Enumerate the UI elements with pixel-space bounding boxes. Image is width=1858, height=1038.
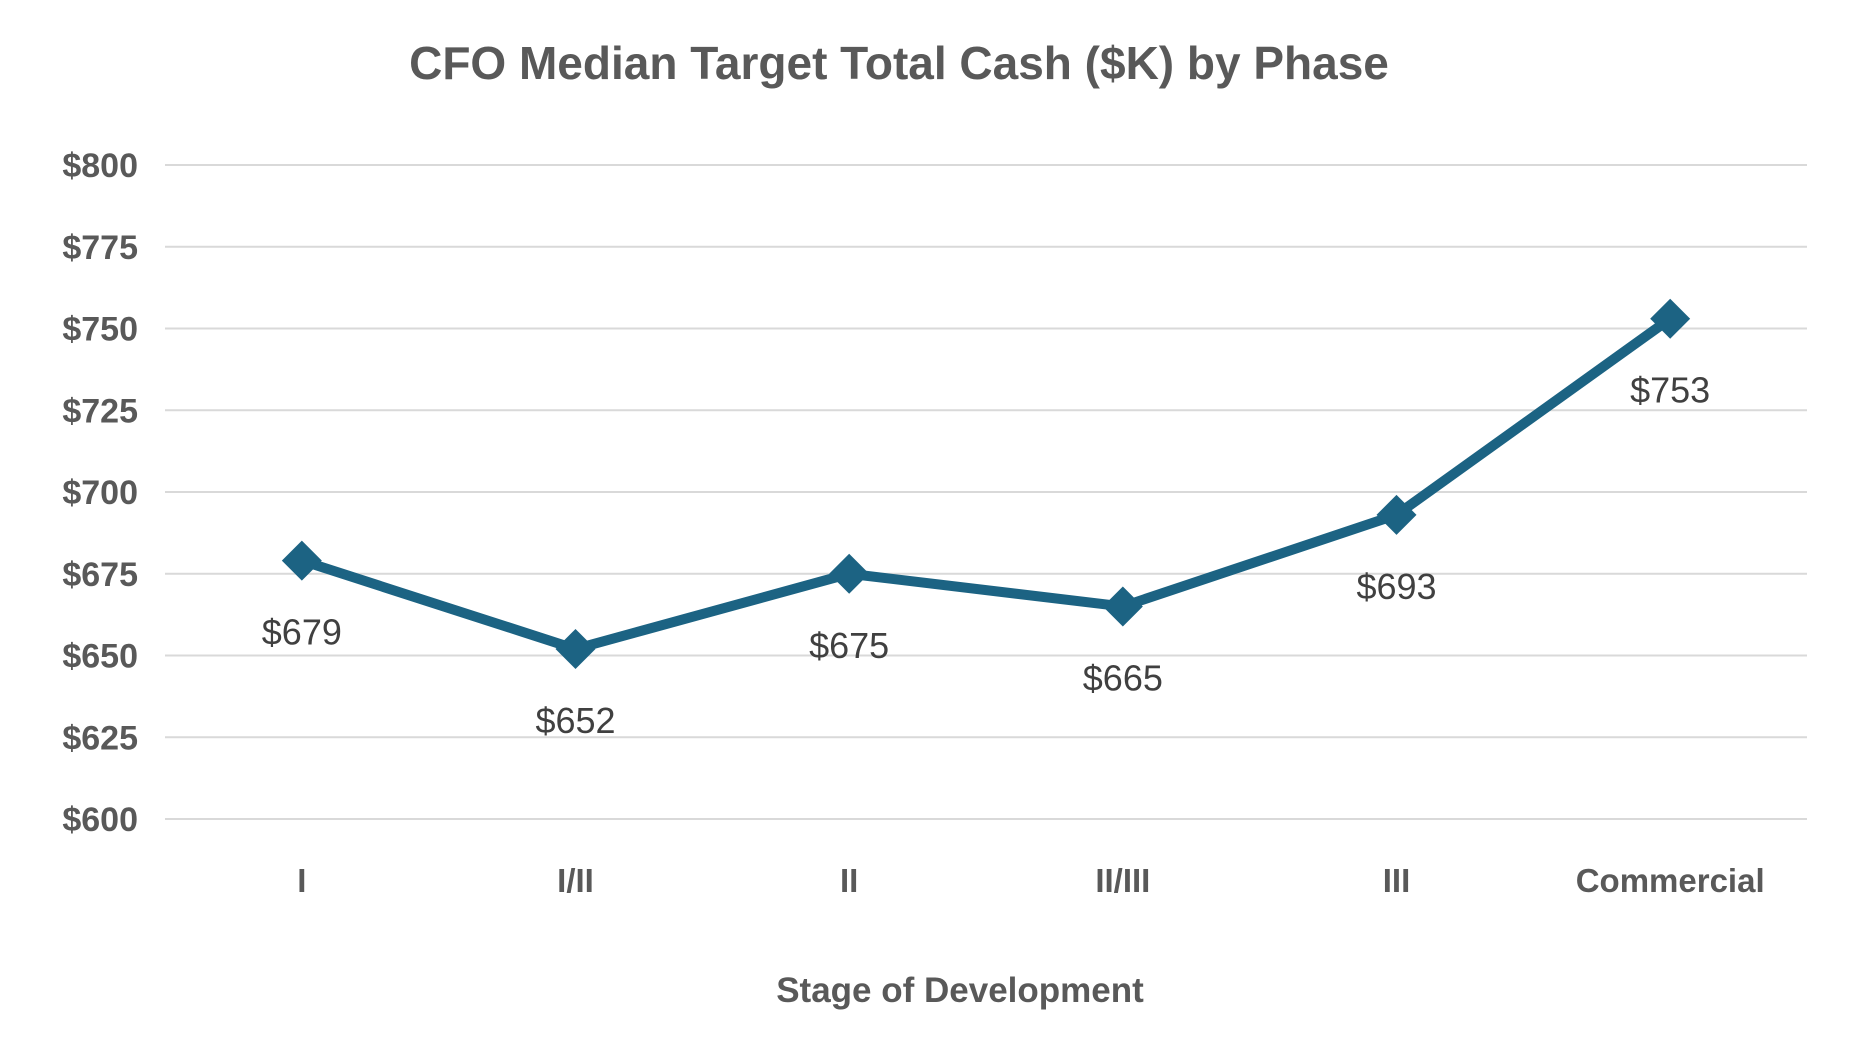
series-group xyxy=(281,298,1691,669)
data-point-marker xyxy=(555,628,596,669)
y-axis-tick-labels: $600 $625 $650 $675 $700 $725 $750 $775 $800 xyxy=(62,147,138,839)
y-axis-tick-label: $725 xyxy=(62,392,138,430)
y-axis-tick-label: $750 xyxy=(62,311,138,349)
x-axis-tick-label: II xyxy=(840,862,858,899)
y-axis-tick-label: $700 xyxy=(62,474,138,512)
x-axis-tick-label: III xyxy=(1383,862,1411,899)
x-axis-title: Stage of Development xyxy=(776,971,1144,1010)
gridlines-group xyxy=(165,164,1807,820)
y-axis-tick-label: $800 xyxy=(62,147,138,185)
data-label: $675 xyxy=(809,625,889,666)
y-axis-tick-label: $775 xyxy=(62,229,138,267)
chart-title: CFO Median Target Total Cash ($K) by Pha… xyxy=(409,37,1389,89)
data-point-marker xyxy=(1376,494,1417,535)
y-axis-tick-label: $600 xyxy=(62,801,138,839)
data-point-marker xyxy=(1102,586,1143,627)
y-axis-tick-label: $625 xyxy=(62,719,138,757)
data-label: $652 xyxy=(535,700,615,741)
x-axis-tick-label: I xyxy=(297,862,306,899)
data-label: $753 xyxy=(1630,370,1710,411)
x-axis-tick-labels: I I/II II II/III III Commercial xyxy=(297,862,1764,899)
x-axis-tick-label: II/III xyxy=(1095,862,1150,899)
data-label: $679 xyxy=(262,612,342,653)
x-axis-tick-label: Commercial xyxy=(1576,862,1765,899)
x-axis-tick-label: I/II xyxy=(557,862,594,899)
chart-line xyxy=(296,313,1676,654)
data-label: $693 xyxy=(1356,566,1436,607)
data-point-marker xyxy=(829,553,870,594)
data-point-marker xyxy=(1650,298,1691,339)
data-point-marker xyxy=(281,540,322,581)
y-axis-tick-label: $675 xyxy=(62,556,138,594)
y-axis-tick-label: $650 xyxy=(62,638,138,676)
data-label: $665 xyxy=(1083,657,1163,698)
data-labels-group: $679 $652 $675 $665 $693 $753 xyxy=(262,370,1710,741)
